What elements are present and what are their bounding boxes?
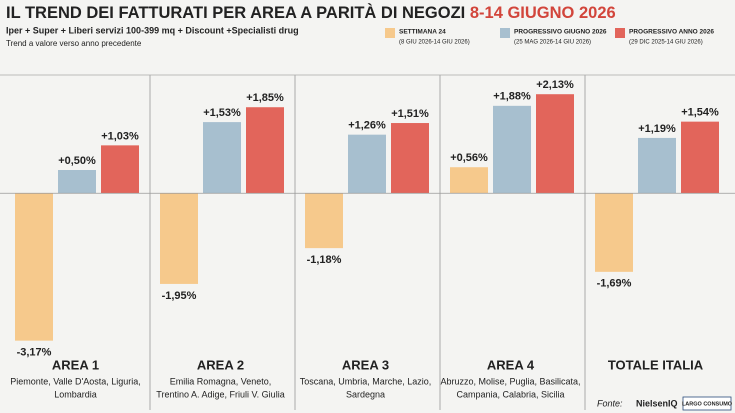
bar	[101, 145, 139, 194]
category-detail: Piemonte, Valle D'Aosta, Liguria,	[10, 376, 141, 386]
value-label: +1,54%	[681, 107, 719, 119]
publisher-logo	[682, 396, 732, 411]
legend-period: (8 GIU 2026-14 GIU 2026)	[399, 40, 470, 46]
category-label: AREA 4	[487, 357, 535, 372]
title-period: 8-14 GIUGNO 2026	[470, 4, 616, 22]
legend-label: PROGRESSIVO GIUGNO 2026	[514, 29, 607, 36]
bar	[160, 193, 198, 284]
bar	[203, 122, 241, 194]
bar	[493, 105, 531, 194]
category-label: AREA 1	[52, 357, 99, 372]
chart-title: IL TREND DEI FATTURATI PER AREA A PARITÀ…	[6, 3, 616, 22]
value-label: +0,56%	[450, 152, 488, 164]
legend-label: SETTIMANA 24	[399, 29, 446, 36]
publisher: LARGO CONSUMO	[682, 401, 733, 407]
legend-period: (29 DIC 2025-14 GIU 2026)	[629, 40, 703, 46]
category-detail: Abruzzo, Molise, Puglia, Basilicata,	[440, 376, 580, 386]
value-label: +0,50%	[58, 155, 96, 167]
value-label: +2,13%	[536, 79, 574, 91]
source-label: Fonte:	[597, 398, 623, 408]
category-label: TOTALE ITALIA	[608, 357, 704, 372]
title-main: IL TREND DEI FATTURATI PER AREA A PARITÀ…	[6, 3, 465, 22]
legend-swatch	[615, 28, 625, 38]
value-label: +1,26%	[348, 120, 386, 132]
category-detail: Campania, Calabria, Sicilia	[456, 389, 564, 399]
bar	[536, 94, 574, 194]
bar	[638, 137, 676, 194]
bar	[348, 134, 386, 194]
value-label: +1,88%	[493, 91, 531, 103]
bar	[58, 170, 96, 194]
category-detail: Toscana, Umbria, Marche, Lazio,	[300, 376, 432, 386]
category-detail: Emilia Romagna, Veneto,	[170, 376, 272, 386]
bar	[681, 121, 719, 194]
category-label: AREA 2	[197, 357, 244, 372]
value-label: +1,51%	[391, 108, 429, 120]
category-label: AREA 3	[342, 357, 389, 372]
bar	[391, 123, 429, 194]
subtitle: Iper + Super + Liberi servizi 100-399 mq…	[6, 25, 299, 35]
source: NielsenIQ	[636, 398, 678, 408]
value-label: +1,53%	[203, 107, 241, 119]
category-detail: Trentino A. Adige, Friuli V. Giulia	[156, 389, 284, 399]
value-label: -1,69%	[597, 278, 632, 290]
value-label: +1,03%	[101, 130, 139, 142]
bar	[450, 167, 488, 194]
value-label: -1,18%	[307, 254, 342, 266]
bar	[305, 193, 343, 249]
bar	[595, 193, 633, 272]
value-label: -1,95%	[162, 290, 197, 302]
legend-label: PROGRESSIVO ANNO 2026	[629, 29, 714, 36]
value-label: -3,17%	[17, 347, 52, 359]
bar	[246, 107, 284, 194]
note: Trend a valore verso anno precedente	[6, 39, 142, 48]
value-label: +1,85%	[246, 92, 284, 104]
legend-swatch	[500, 28, 510, 38]
category-detail: Sardegna	[346, 389, 385, 399]
legend-period: (25 MAG 2026-14 GIU 2026)	[514, 40, 591, 46]
category-detail: Lombardia	[54, 389, 97, 399]
legend-swatch	[385, 28, 395, 38]
bar	[15, 193, 53, 341]
value-label: +1,19%	[638, 123, 676, 135]
